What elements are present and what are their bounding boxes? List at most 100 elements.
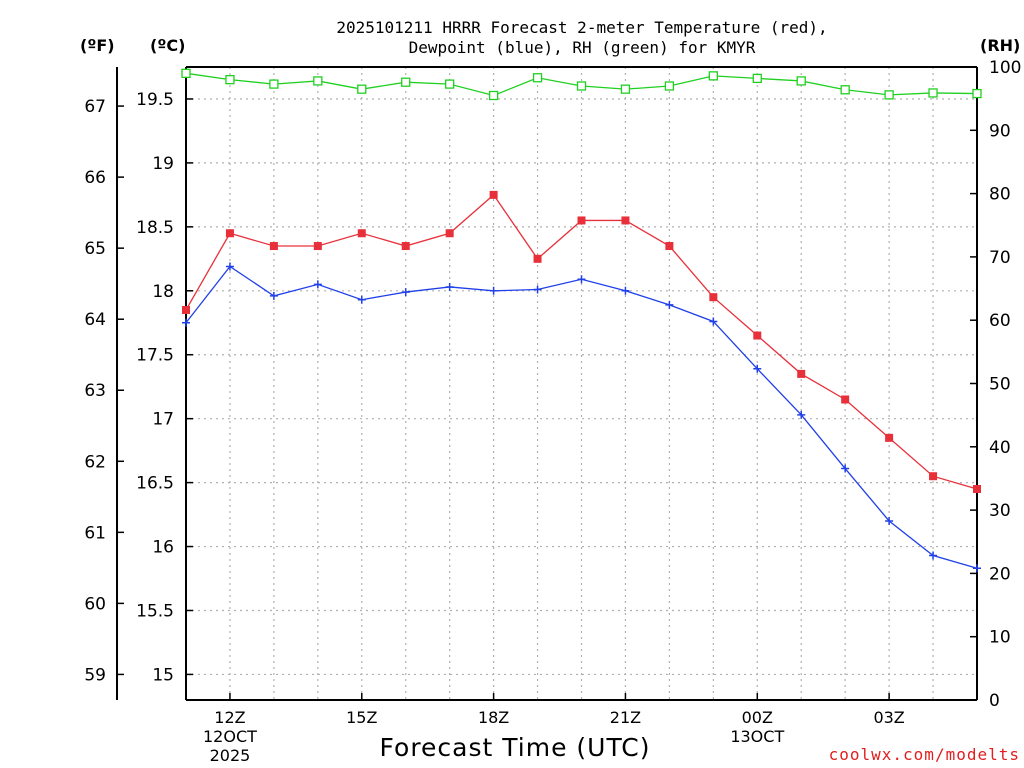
rh-point — [664, 81, 675, 91]
fahrenheit-tick-label: 60 — [84, 594, 106, 614]
fahrenheit-tick-label: 59 — [84, 665, 106, 685]
temperature-point — [665, 242, 674, 251]
credit-text: coolwx.com/modelts — [828, 745, 1020, 764]
rh-unit-label: (RH) — [980, 36, 1021, 55]
dewpoint-point — [225, 262, 234, 271]
rh-point — [532, 73, 543, 83]
rh-tick-label: 30 — [989, 501, 1011, 521]
rh-point — [313, 76, 323, 86]
rh-point — [884, 90, 894, 100]
dewpoint-point — [797, 410, 806, 419]
celsius-unit-label: (ºC) — [150, 36, 186, 55]
dewpoint-point — [357, 295, 366, 304]
dewpoint-point — [753, 364, 762, 373]
rh-point — [708, 71, 718, 81]
rh-point — [488, 90, 499, 101]
dewpoint-point — [577, 275, 586, 284]
rh-point — [752, 73, 762, 84]
temperature-point — [225, 229, 234, 238]
x-tick-label: 18Z — [478, 708, 509, 727]
rh-tick-label: 100 — [989, 58, 1021, 78]
temperature-point — [313, 242, 322, 251]
chart-title-line1: 2025101211 HRRR Forecast 2-meter Tempera… — [336, 18, 828, 37]
dewpoint-point — [973, 564, 981, 573]
celsius-tick-label: 17.5 — [136, 346, 174, 366]
fahrenheit-tick-label: 63 — [84, 381, 106, 401]
dewpoint-point — [533, 285, 542, 294]
celsius-tick-label: 18 — [152, 282, 174, 302]
rh-point — [796, 76, 806, 86]
rh-tick-label: 20 — [989, 564, 1011, 584]
rh-point — [840, 85, 850, 95]
dewpoint-point — [709, 317, 718, 326]
fahrenheit-tick-label: 65 — [84, 239, 106, 259]
temperature-point — [709, 293, 718, 302]
fahrenheit-unit-label: (ºF) — [80, 36, 115, 55]
chart-title-line2: Dewpoint (blue), RH (green) for KMYR — [408, 38, 756, 57]
rh-tick-label: 70 — [989, 248, 1011, 268]
rh-point — [357, 84, 367, 94]
dewpoint-point — [489, 286, 498, 295]
rh-point — [401, 77, 411, 87]
rh-point — [181, 68, 191, 78]
temperature-point — [401, 242, 410, 251]
rh-point — [225, 75, 235, 85]
series-layer — [181, 68, 982, 573]
rh-point — [620, 84, 631, 94]
temperature-point — [929, 472, 938, 481]
x-tick-label: 00Z — [742, 708, 773, 727]
fahrenheit-tick-label: 66 — [84, 168, 106, 188]
x-tick-label: 15Z — [346, 708, 377, 727]
dewpoint-point — [182, 318, 190, 327]
celsius-tick-label: 16 — [152, 538, 174, 558]
rh-tick-label: 60 — [989, 311, 1011, 331]
fahrenheit-tick-label: 64 — [84, 310, 106, 330]
temperature-point — [445, 229, 454, 238]
grid-lines — [186, 67, 977, 700]
rh-tick-label: 80 — [989, 185, 1011, 205]
celsius-tick-label: 15 — [152, 665, 174, 685]
celsius-tick-label: 19.5 — [136, 90, 174, 110]
temperature-line — [185, 193, 978, 490]
celsius-tick-label: 15.5 — [136, 601, 174, 621]
x-tick-label: 12Z — [214, 708, 245, 727]
rh-point — [269, 79, 279, 89]
rh-point — [972, 88, 982, 99]
x-year-label: 2025 — [210, 746, 251, 765]
dewpoint-point — [665, 300, 674, 309]
rh-tick-label: 10 — [989, 628, 1011, 648]
temperature-point — [973, 485, 981, 493]
x-date-label: 13OCT — [730, 727, 784, 746]
celsius-tick-label: 18.5 — [136, 218, 174, 238]
fahrenheit-tick-label: 67 — [84, 97, 106, 117]
x-date-label: 12OCT — [203, 727, 257, 746]
x-tick-label: 21Z — [610, 708, 641, 727]
dewpoint-point — [929, 551, 938, 560]
rh-point — [445, 79, 455, 89]
rh-tick-label: 40 — [989, 438, 1011, 458]
rh-point — [576, 81, 587, 91]
dewpoint-point — [841, 464, 850, 473]
celsius-tick-label: 16.5 — [136, 474, 174, 494]
temperature-point — [797, 369, 806, 378]
dewpoint-point — [313, 280, 322, 289]
rh-tick-label: 50 — [989, 375, 1011, 395]
celsius-tick-label: 19 — [152, 154, 174, 174]
celsius-tick-label: 17 — [152, 410, 174, 430]
dewpoint-point — [401, 288, 410, 297]
axes: 15 15.5 16 16.5 17 17.5 18 18.5 19 19.5 59 60 61 62 63… — [84, 58, 1021, 765]
temperature-point — [269, 242, 278, 251]
temperature-point — [577, 216, 586, 225]
rh-tick-label: 90 — [989, 121, 1011, 141]
temperature-point — [885, 433, 894, 442]
temperature-point — [182, 305, 190, 314]
temperature-point — [357, 229, 366, 238]
rh-tick-label: 0 — [989, 691, 1000, 711]
dewpoint-point — [621, 286, 630, 295]
dewpoint-point — [445, 282, 454, 291]
x-tick-label: 03Z — [873, 708, 904, 727]
dewpoint-point — [885, 516, 894, 525]
temperature-point — [841, 395, 850, 404]
temperature-point — [753, 331, 762, 340]
